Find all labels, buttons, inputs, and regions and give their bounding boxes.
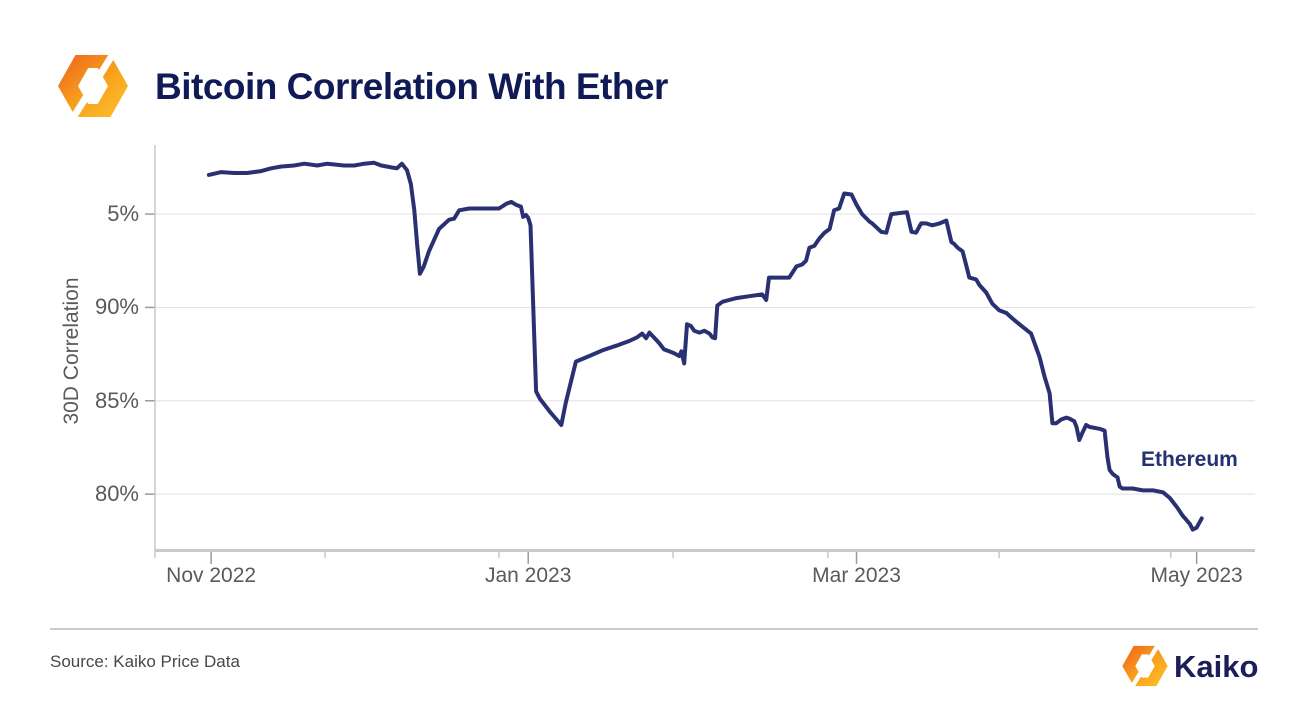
series-line-ethereum <box>206 160 1204 532</box>
kaiko-hex-logo-icon <box>58 51 128 121</box>
source-attribution: Source: Kaiko Price Data <box>50 652 240 671</box>
footer-divider <box>50 628 1258 630</box>
x-tick-label: Jan 2023 <box>484 564 572 587</box>
y-tick-label: 85% <box>94 387 139 413</box>
page-title: Bitcoin Correlation With Ether <box>155 66 668 107</box>
y-axis-tick-labels: 5% 90% 85% 80% <box>0 145 147 552</box>
correlation-line-chart <box>145 145 1255 564</box>
kaiko-wordmark: Kaiko <box>1174 649 1259 684</box>
x-tick-label: Mar 2023 <box>812 564 901 587</box>
y-tick-label: 90% <box>94 294 139 320</box>
kaiko-hex-logo-icon <box>1122 643 1168 689</box>
y-tick-label: 80% <box>94 481 139 507</box>
x-axis-tick-labels: Nov 2022 Jan 2023 Mar 2023 May 2023 <box>155 564 1255 594</box>
y-tick-label: 5% <box>107 201 139 227</box>
series-label-ethereum: Ethereum <box>1141 448 1238 471</box>
x-tick-label: Nov 2022 <box>166 564 257 587</box>
line-chart-plot-area <box>143 145 1255 565</box>
x-tick-label: May 2023 <box>1150 564 1243 587</box>
